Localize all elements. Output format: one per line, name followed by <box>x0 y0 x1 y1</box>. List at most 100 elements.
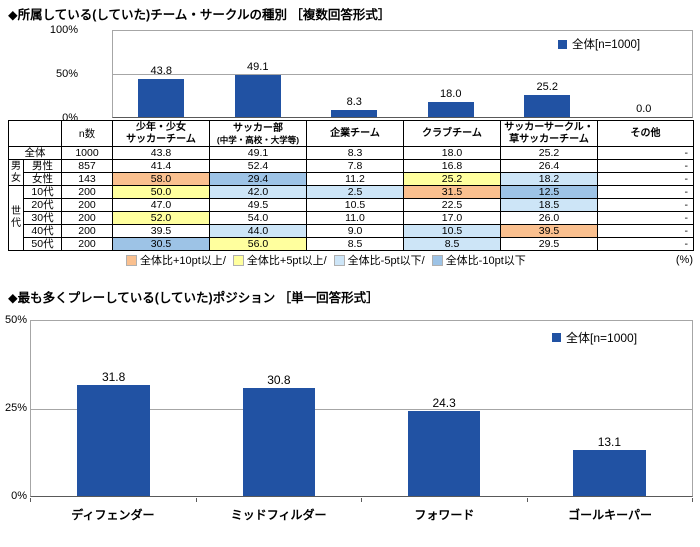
bar-column: 13.1 <box>527 321 692 496</box>
legend-swatch-p5-icon <box>232 254 244 266</box>
n-value: 200 <box>61 237 113 251</box>
legend-swatch-icon <box>552 333 561 342</box>
table-row: 全体 1000 43.8 49.1 8.3 18.0 25.2- <box>8 146 694 160</box>
category-header-line: クラブチーム <box>422 127 482 139</box>
row-label: 男性 <box>23 159 62 173</box>
chart2-ticks <box>30 498 693 502</box>
chart1-ytick-50: 50% <box>55 68 78 80</box>
table-header-row: n数 少年・少女 サッカーチーム サッカー部 (中学・高校・大学等) 企業チーム クラブチー… <box>8 120 694 147</box>
bar <box>407 410 481 496</box>
bar-value-label: 8.3 <box>346 95 362 108</box>
category-header: その他 <box>597 120 694 147</box>
table-legend-label: 全体比-10pt以下 <box>445 255 526 267</box>
bar-column: 31.8 <box>31 321 196 496</box>
value-cell: 29.4 <box>209 172 307 186</box>
group-label: 世 代 <box>8 185 24 251</box>
bar <box>242 388 316 496</box>
value-cell: 18.0 <box>403 146 501 160</box>
value-cell: 26.0 <box>500 211 598 225</box>
axis-tick <box>528 498 693 502</box>
category-header-line: サッカーサークル・ <box>504 121 594 133</box>
category-header-line: サッカー部 <box>233 122 283 134</box>
table-row: 世 代 10代 200 50.0 42.0 2.5 31.5 12.5- <box>8 185 694 251</box>
table-row: 男 女男性 857 41.4 52.4 7.8 16.8 26.4- <box>8 159 694 186</box>
chart2-xlabels: ディフェンダー ミッドフィルダー フォワード ゴールキーパー <box>30 506 693 523</box>
value-cell: 39.5 <box>500 224 598 238</box>
x-axis-label: ゴールキーパー <box>568 508 653 522</box>
legend-swatch-m5-icon <box>333 254 345 266</box>
chart2-ytick-25: 25% <box>4 402 27 414</box>
header-blank-cell <box>8 120 62 147</box>
value-cell: 17.0 <box>403 211 501 225</box>
table-legend-label: 全体比+5pt以上/ <box>246 255 327 267</box>
value-cell: 2.5 <box>306 185 404 199</box>
n-value: 200 <box>61 198 113 212</box>
bar-column: 25.2 <box>499 31 596 117</box>
row-label: 10代 <box>23 185 62 199</box>
value-cell: 52.4 <box>209 159 307 173</box>
chart2-plot-area: 31.8 30.8 24.3 13.1 <box>30 320 693 497</box>
value-cell: 8.5 <box>403 237 501 251</box>
value-cell: 18.5 <box>500 198 598 212</box>
category-header-line: 少年・少女 <box>136 121 186 133</box>
value-cell: 43.8 <box>112 146 210 160</box>
value-cell: 49.1 <box>209 146 307 160</box>
category-header-line: サッカーチーム <box>126 133 196 145</box>
category-header: サッカー部 (中学・高校・大学等) <box>209 120 307 147</box>
table-row: 30代 200 52.0 54.0 11.0 17.0 26.0- <box>9 211 694 225</box>
row-label: 全体 <box>8 146 62 160</box>
bar-value-label: 13.1 <box>597 435 622 450</box>
bar-column: 43.8 <box>113 31 210 117</box>
gridline-25pct <box>31 408 692 410</box>
value-cell: - <box>597 146 694 160</box>
bar-column: 49.1 <box>210 31 307 117</box>
table-legend-label: 全体比+10pt以上/ <box>140 255 226 267</box>
category-header-line: 草サッカーチーム <box>509 133 589 145</box>
bar-value-label: 24.3 <box>432 395 456 410</box>
group-label: 男 女 <box>8 159 24 186</box>
legend-swatch-p10-icon <box>126 254 137 266</box>
chart1-ytick-100: 100% <box>49 24 78 36</box>
row-label: 50代 <box>23 237 62 251</box>
value-cell: 16.8 <box>403 159 501 173</box>
table-row: 女性 143 58.0 29.4 11.2 25.2 18.2- <box>9 172 694 186</box>
value-cell: 49.5 <box>209 198 307 212</box>
chart1-plot-area: 43.8 49.1 8.3 18.0 25.2 0.0 <box>112 30 693 118</box>
value-cell: - <box>597 237 694 251</box>
bar-value-label: 25.2 <box>536 81 558 94</box>
x-axis-label: フォワード <box>414 508 475 522</box>
category-header: クラブチーム <box>403 120 501 147</box>
row-label: 30代 <box>23 211 62 225</box>
chart2-ytick-0: 0% <box>11 490 27 502</box>
category-header: 少年・少女 サッカーチーム <box>112 120 210 147</box>
bar-column: 8.3 <box>306 31 403 117</box>
chart1-legend: 全体[n=1000] <box>558 36 640 52</box>
table-legend-item: 全体比+10pt以上/ <box>126 252 226 268</box>
bar <box>573 450 646 496</box>
n-value: 200 <box>61 224 113 238</box>
breakdown-table: n数 少年・少女 サッカーチーム サッカー部 (中学・高校・大学等) 企業チーム クラブチー… <box>8 120 694 251</box>
gridline-50pct <box>113 74 692 75</box>
value-cell: 47.0 <box>112 198 210 212</box>
bar <box>331 109 378 117</box>
value-cell: 25.2 <box>403 172 501 186</box>
n-value: 1000 <box>61 146 113 160</box>
value-cell: - <box>597 172 694 186</box>
bar-value-label: 0.0 <box>636 103 652 115</box>
bar-column: 0.0 <box>596 31 693 117</box>
x-axis-label: ディフェンダー <box>71 508 155 522</box>
bar <box>138 79 185 117</box>
value-cell: - <box>597 185 694 199</box>
value-cell: 31.5 <box>403 185 501 199</box>
value-cell: - <box>597 211 694 225</box>
legend-swatch-m10-icon <box>431 254 443 266</box>
breakdown-table-body: n数 少年・少女 サッカーチーム サッカー部 (中学・高校・大学等) 企業チーム クラブチー… <box>8 120 694 251</box>
chart2-legend-label: 全体[n=1000] <box>566 331 638 345</box>
n-column-header: n数 <box>61 120 113 147</box>
bar <box>77 384 150 496</box>
bar <box>427 101 474 117</box>
bar-value-label: 43.8 <box>150 65 172 78</box>
value-cell: 10.5 <box>306 198 404 212</box>
value-cell: 26.4 <box>500 159 598 173</box>
